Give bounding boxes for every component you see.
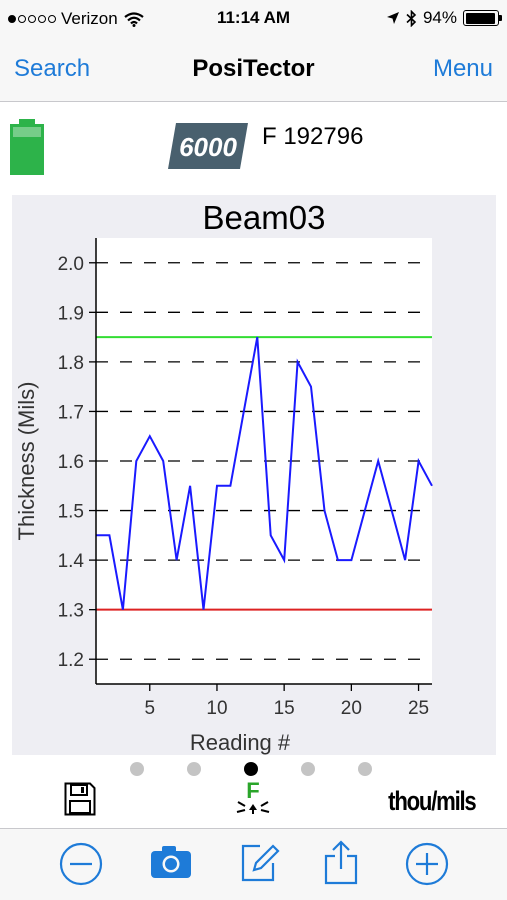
y-tick-label: 1.3 <box>58 601 84 622</box>
tool-row: F thou/mils <box>0 778 507 828</box>
thickness-chart: Beam03 1.2 1.3 1.4 1.5 1.6 1.7 1.8 1.9 2.0 5 10 15 2… <box>14 199 433 755</box>
save-icon[interactable] <box>64 782 96 816</box>
bluetooth-icon <box>406 9 417 27</box>
device-info-row: 6000 F 192796 <box>0 103 507 191</box>
y-tick-label: 1.9 <box>58 303 84 324</box>
status-bar: Verizon 11:14 AM 94% <box>0 0 507 36</box>
page-dot[interactable] <box>187 762 201 776</box>
status-right: 94% <box>386 8 502 28</box>
signal-strength-icon <box>8 15 56 23</box>
plus-circle-icon[interactable] <box>404 841 450 887</box>
navigation-bar: Search PosiTector Menu <box>0 36 507 102</box>
y-tick-label: 2.0 <box>58 254 84 275</box>
y-tick-label: 1.7 <box>58 402 84 423</box>
location-arrow-icon <box>386 12 399 24</box>
device-battery-icon <box>10 119 44 175</box>
carrier-name: Verizon <box>61 9 118 28</box>
feet-letter: F <box>246 778 259 803</box>
units-toggle[interactable]: thou/mils <box>387 786 477 816</box>
series-line <box>96 336 433 610</box>
y-tick-label: 1.2 <box>58 650 84 671</box>
model-badge-icon: 6000 <box>168 123 248 169</box>
chart-title: Beam03 <box>203 199 326 236</box>
page-dot[interactable] <box>358 762 372 776</box>
x-tick-label: 5 <box>144 698 155 719</box>
chart-panel[interactable]: Beam03 1.2 1.3 1.4 1.5 1.6 1.7 1.8 1.9 2.0 5 10 15 2… <box>12 195 496 755</box>
x-tick-label: 25 <box>408 698 429 719</box>
x-axis-label: Reading # <box>190 730 291 755</box>
search-back-button[interactable]: Search <box>14 55 91 82</box>
page-dot[interactable] <box>301 762 315 776</box>
x-tick-label: 10 <box>206 698 227 719</box>
compose-icon[interactable] <box>240 843 280 883</box>
page-dot[interactable] <box>130 762 144 776</box>
status-left: Verizon <box>8 9 144 29</box>
minus-circle-icon[interactable] <box>58 841 104 887</box>
y-tick-label: 1.8 <box>58 353 84 374</box>
battery-icon <box>463 10 502 26</box>
camera-icon[interactable] <box>150 844 192 880</box>
wifi-icon <box>124 11 144 27</box>
y-tick-label: 1.5 <box>58 502 84 523</box>
page-dot[interactable] <box>244 762 258 776</box>
bottom-toolbar <box>0 828 507 900</box>
y-axis-label: Thickness (Mils) <box>14 382 39 541</box>
model-badge-text: 6000 <box>179 132 237 162</box>
page-indicator[interactable] <box>0 762 507 778</box>
battery-percent: 94% <box>422 8 457 27</box>
x-tick-label: 15 <box>274 698 295 719</box>
x-tick-label: 20 <box>341 698 362 719</box>
menu-button[interactable]: Menu <box>432 55 493 82</box>
y-tick-label: 1.4 <box>58 551 85 572</box>
feet-mode-icon[interactable]: F <box>228 778 278 820</box>
share-icon[interactable] <box>324 839 358 885</box>
y-tick-label: 1.6 <box>58 452 84 473</box>
device-serial: F 192796 <box>262 123 364 150</box>
